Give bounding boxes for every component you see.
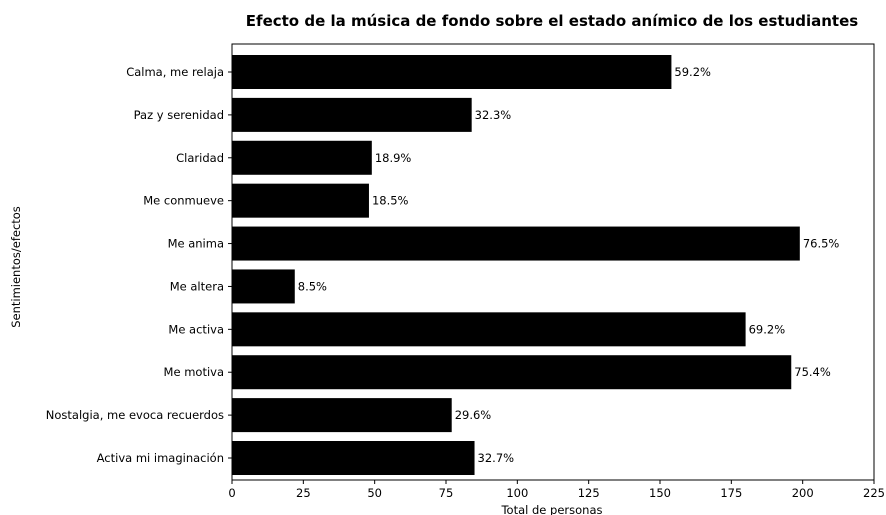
x-tick-label: 75 [439,486,454,500]
data-label: 59.2% [674,65,711,79]
plot-frame [231,43,875,481]
data-label: 32.3% [475,108,512,122]
bar-4 [232,226,800,261]
x-tick-label: 150 [649,486,671,500]
y-tick-label: Paz y serenidad [134,108,224,122]
bar-8 [232,398,452,433]
y-tick-label: Me altera [170,279,224,293]
y-tick-label: Me anima [168,237,224,251]
x-tick-label: 25 [296,486,311,500]
x-tick-label: 225 [863,486,885,500]
data-label: 75.4% [794,365,831,379]
y-tick-label: Me conmueve [143,194,224,208]
bar-2 [232,140,372,175]
y-tick-label: Activa mi imaginación [97,451,224,465]
data-label: 76.5% [803,237,840,251]
x-tick-label: 200 [792,486,814,500]
bar-3 [232,183,369,218]
bar-7 [232,355,792,390]
x-tick-label: 175 [720,486,742,500]
x-tick-label: 50 [367,486,382,500]
y-tick-label: Claridad [176,151,224,165]
data-label: 32.7% [478,451,515,465]
y-tick-label: Calma, me relaja [126,65,224,79]
data-label: 8.5% [298,279,327,293]
y-tick-label: Me motiva [164,365,224,379]
chart-title: Efecto de la música de fondo sobre el es… [246,12,858,30]
bar-0 [232,55,672,89]
data-label: 69.2% [749,322,786,336]
bar-5 [232,269,295,304]
x-tick-label: 125 [578,486,600,500]
bar-1 [232,97,472,132]
data-label: 18.5% [372,194,409,208]
plot-area: Calma, me relaja 59.2% Paz y serenidad 32.3… [46,43,885,500]
data-label: 29.6% [455,408,492,422]
x-axis-label: Total de personas [500,503,602,515]
y-axis-label: Sentimientos/efectos [9,206,23,328]
data-label: 18.9% [375,151,412,165]
x-tick-label: 0 [228,486,235,500]
bar-6 [232,312,746,347]
bar-9 [232,441,475,475]
y-tick-label: Me activa [168,322,224,336]
x-tick-label: 100 [506,486,528,500]
y-tick-label: Nostalgia, me evoca recuerdos [46,408,224,422]
